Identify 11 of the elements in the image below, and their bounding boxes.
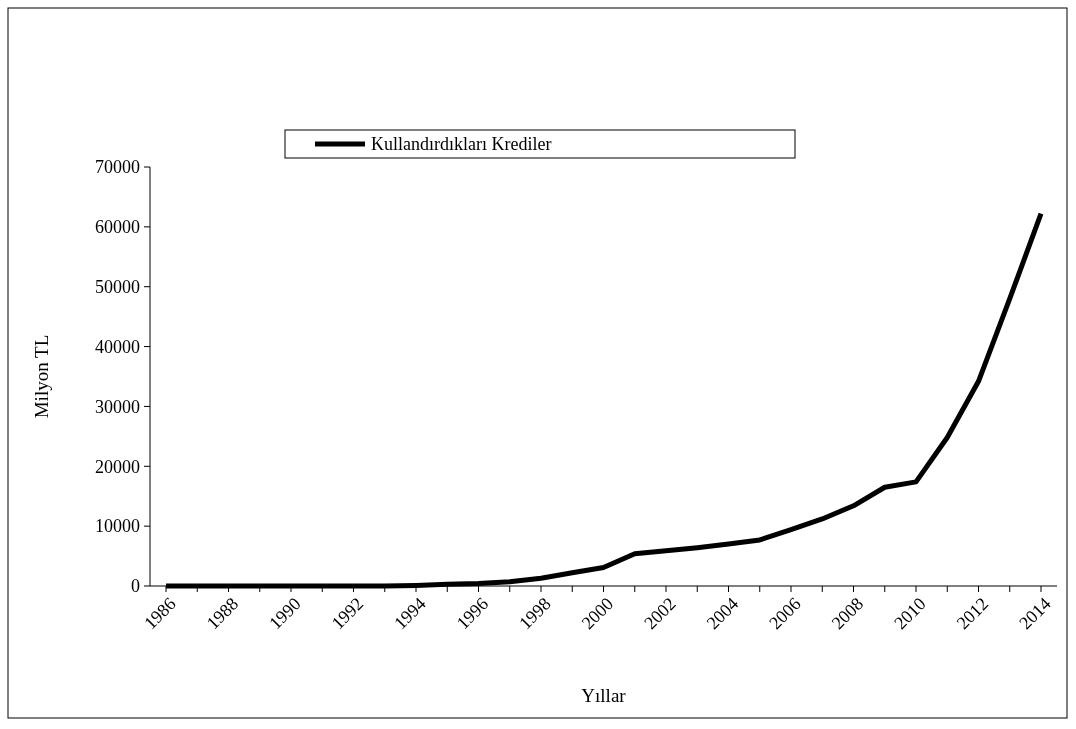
- y-tick-label: 10000: [95, 516, 140, 537]
- y-tick-label: 50000: [95, 277, 140, 298]
- y-tick-label: 0: [131, 576, 140, 597]
- legend-label: Kullandırdıkları Krediler: [371, 134, 552, 155]
- y-axis-title: Milyon TL: [31, 334, 52, 419]
- y-tick-label: 40000: [95, 336, 140, 357]
- y-tick-label: 30000: [95, 396, 140, 417]
- y-tick-label: 60000: [95, 217, 140, 238]
- y-tick-label: 70000: [95, 157, 140, 178]
- x-axis-title: Yıllar: [581, 685, 627, 706]
- y-tick-label: 20000: [95, 456, 140, 477]
